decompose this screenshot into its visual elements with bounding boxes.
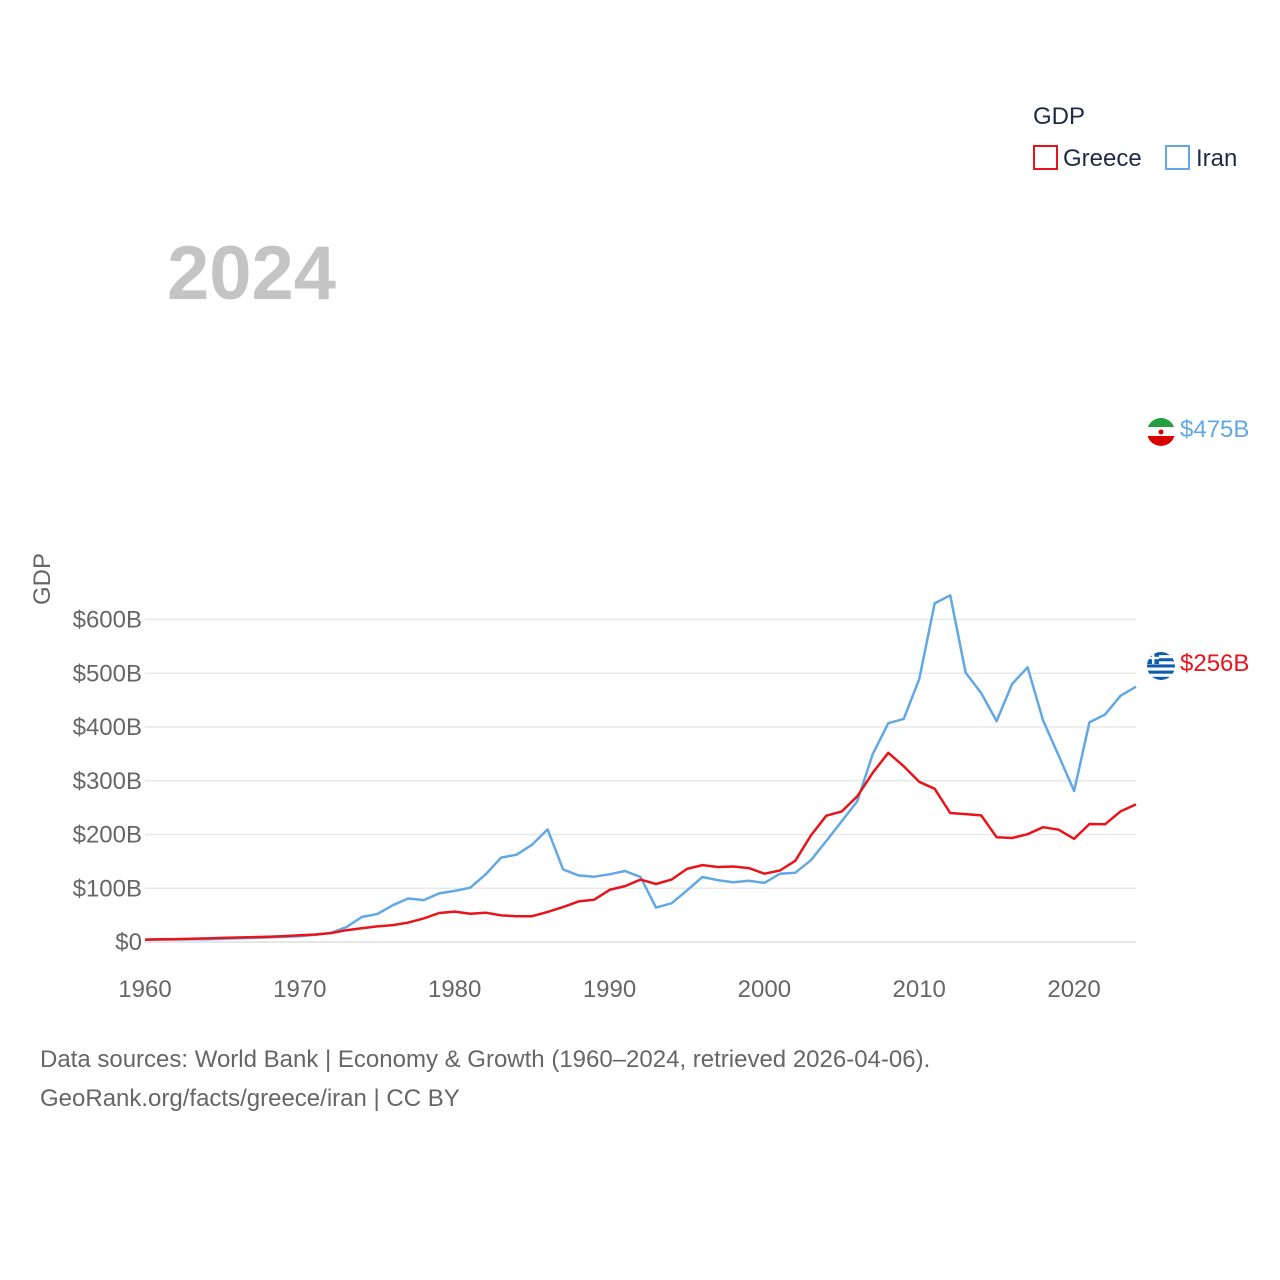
iran-end-value-label: $475B bbox=[1180, 416, 1249, 443]
legend[interactable]: GDP Greece Iran bbox=[1033, 103, 1237, 172]
series-lines bbox=[144, 594, 1137, 941]
year-overlay: 2024 bbox=[167, 231, 336, 316]
legend-label-greece: Greece bbox=[1063, 145, 1142, 172]
x-tick-label: 1970 bbox=[273, 976, 326, 1003]
x-tick-label: 2010 bbox=[893, 976, 946, 1003]
y-axis-ticks: $0 $100B $200B $300B $400B $500B $600B bbox=[73, 607, 142, 957]
greece-end-value-label: $256B bbox=[1180, 650, 1249, 677]
y-tick-label: $400B bbox=[73, 714, 142, 741]
y-tick-label: $300B bbox=[73, 768, 142, 795]
x-tick-label: 1990 bbox=[583, 976, 636, 1003]
legend-item-greece[interactable]: Greece bbox=[1033, 145, 1142, 172]
x-axis-ticks: 1960 1970 1980 1990 2000 2010 2020 bbox=[118, 976, 1100, 1003]
y-tick-label: $100B bbox=[73, 875, 142, 902]
greece-flag-icon bbox=[1147, 652, 1175, 680]
y-axis-title: GDP bbox=[29, 553, 56, 605]
iran-flag-icon bbox=[1147, 418, 1175, 446]
x-tick-label: 2000 bbox=[738, 976, 791, 1003]
y-tick-label: $200B bbox=[73, 822, 142, 849]
legend-title: GDP bbox=[1033, 103, 1085, 130]
x-tick-label: 2020 bbox=[1047, 976, 1100, 1003]
sources-line-1: Data sources: World Bank | Economy & Gro… bbox=[40, 1046, 931, 1073]
legend-swatch-iran bbox=[1165, 145, 1190, 170]
sources-line-2[interactable]: GeoRank.org/facts/greece/iran | CC BY bbox=[40, 1085, 460, 1112]
series-line-greece[interactable] bbox=[144, 751, 1137, 941]
legend-item-iran[interactable]: Iran bbox=[1165, 145, 1237, 172]
y-tick-label: $500B bbox=[73, 660, 142, 687]
x-tick-label: 1980 bbox=[428, 976, 481, 1003]
gridlines bbox=[145, 618, 1136, 943]
x-tick-label: 1960 bbox=[118, 976, 171, 1003]
legend-swatch-greece bbox=[1033, 145, 1058, 170]
legend-label-iran: Iran bbox=[1196, 145, 1237, 172]
y-tick-label: $600B bbox=[73, 607, 142, 634]
data-sources-note: Data sources: World Bank | Economy & Gro… bbox=[40, 1040, 1240, 1118]
y-tick-label: $0 bbox=[115, 929, 142, 956]
